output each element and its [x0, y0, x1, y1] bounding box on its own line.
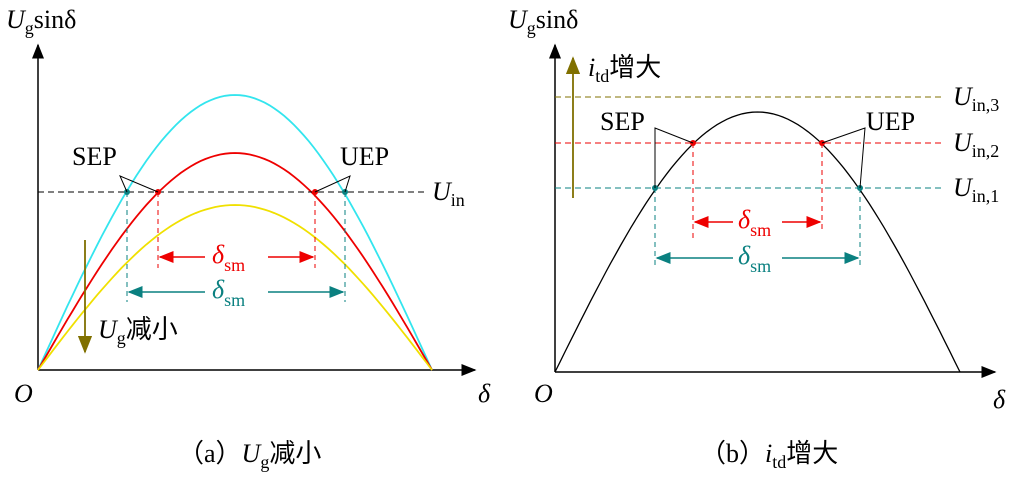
panel-a: Ugsinδ O δ SEP UEP Uin δsm δsm Ug减小 （a）U… [6, 5, 491, 472]
uin1-label: Uin,1 [953, 173, 999, 206]
x-axis-label: δ [478, 379, 491, 408]
curve [554, 111, 961, 373]
trend-label: itd增大 [588, 53, 661, 86]
uep-label: UEP [340, 142, 389, 171]
origin: O [14, 379, 33, 408]
delta-inner-label: δsm [738, 205, 771, 240]
curve-cyan [37, 94, 433, 371]
origin: O [534, 379, 553, 408]
caption: （a）Ug减小 [178, 439, 321, 472]
sep-label: SEP [72, 142, 117, 171]
trend-label: Ug减小 [98, 315, 178, 348]
uep-label: UEP [866, 107, 915, 136]
uin3-label: Uin,3 [953, 82, 999, 115]
delta-outer-label: δsm [738, 241, 771, 276]
uep-pointer [314, 175, 351, 193]
sep-pointer [119, 175, 159, 193]
uin-label: Uin [432, 177, 465, 210]
sep-label: SEP [600, 107, 645, 136]
x-axis-label: δ [993, 385, 1006, 414]
delta-inner-label: δsm [212, 240, 245, 275]
uin2-label: Uin,2 [953, 128, 999, 161]
y-axis-label: Ugsinδ [6, 5, 76, 38]
delta-outer-label: δsm [212, 275, 245, 310]
sep-pointer [654, 127, 694, 188]
curve-yellow [37, 204, 433, 371]
caption: （b）itd增大 [700, 439, 838, 472]
y-axis-label: Ugsinδ [508, 5, 578, 38]
uep-pointer [821, 127, 866, 189]
panel-b: Ugsinδ O δ SEP UEP Uin,3 Uin,2 Uin,1 δsm… [508, 5, 1006, 472]
curve-red [37, 152, 433, 371]
